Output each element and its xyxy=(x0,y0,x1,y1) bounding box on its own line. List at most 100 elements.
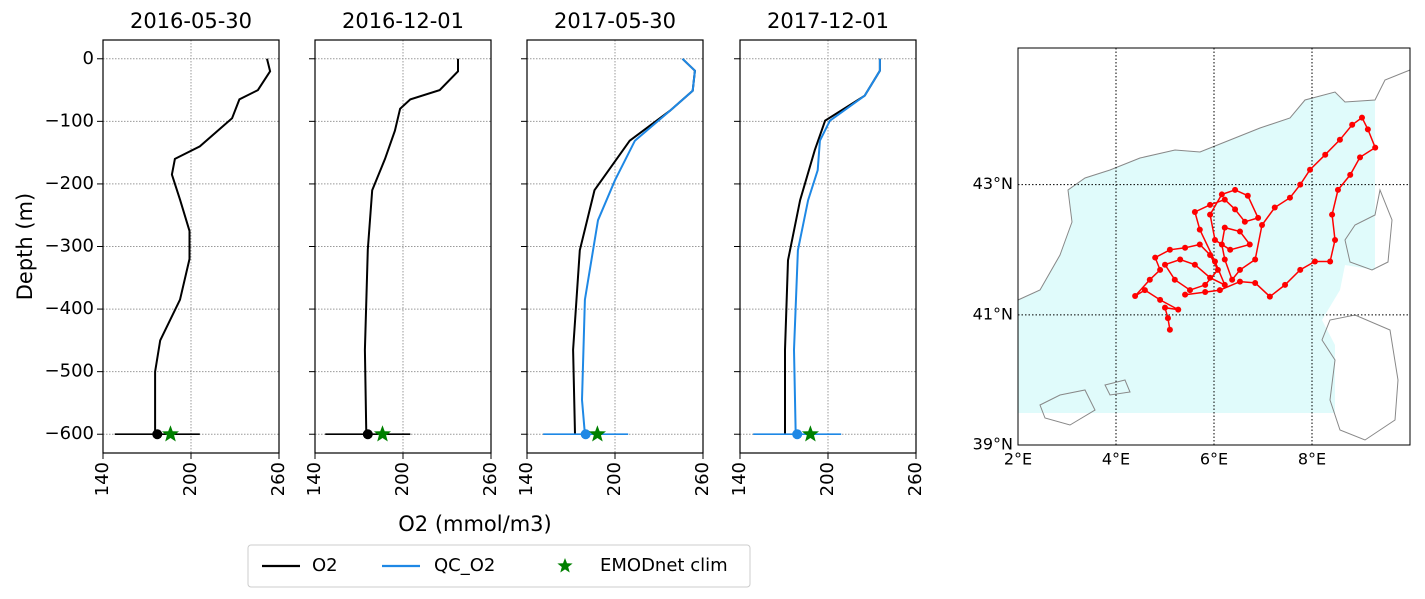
legend-swatch xyxy=(557,558,573,573)
legend-label: O2 xyxy=(312,555,338,576)
panel-title: 2017-12-01 xyxy=(767,9,889,33)
track-point xyxy=(1266,293,1273,300)
profile-line xyxy=(580,58,696,435)
track-point xyxy=(1297,266,1304,273)
plot-frame xyxy=(314,39,492,454)
plot-frame xyxy=(526,39,704,454)
legend: O2 QC_O2 EMODnet clim xyxy=(247,544,751,588)
track-point xyxy=(1307,166,1314,173)
x-tick-label: 2°E xyxy=(1004,450,1032,469)
track-point xyxy=(1221,196,1228,203)
x-tick-label: 4°E xyxy=(1102,450,1130,469)
y-tick-label: 41°N xyxy=(973,304,1013,323)
track-point xyxy=(1244,192,1251,199)
track-point xyxy=(1358,114,1365,121)
x-tick-label: 200 xyxy=(817,462,838,496)
track-point xyxy=(1211,236,1218,243)
track-point xyxy=(1252,279,1259,286)
track-point xyxy=(1236,266,1243,273)
track-point xyxy=(1166,326,1173,333)
track-point xyxy=(1336,136,1343,143)
track-point xyxy=(1218,241,1225,248)
track-point xyxy=(1229,276,1236,283)
track-point xyxy=(1332,236,1339,243)
track-point xyxy=(1191,261,1198,268)
track-point xyxy=(1157,296,1164,303)
track-point xyxy=(1221,224,1228,231)
track-point xyxy=(1207,201,1214,208)
track-point xyxy=(1271,204,1278,211)
track-point xyxy=(1202,289,1209,296)
clim-star xyxy=(801,425,819,442)
clim-star xyxy=(161,425,179,442)
track-point xyxy=(1146,276,1153,283)
track-point xyxy=(1347,171,1354,178)
y-tick-label: −400 xyxy=(45,298,94,319)
track-point xyxy=(1255,214,1262,221)
track-point xyxy=(1196,241,1203,248)
panel-title: 2017-05-30 xyxy=(554,9,676,33)
profile-line xyxy=(154,58,272,435)
x-tick-label: 200 xyxy=(180,462,201,496)
track-point xyxy=(1202,281,1209,288)
profile-line xyxy=(792,58,881,435)
y-tick-label: −200 xyxy=(45,173,94,194)
track-point xyxy=(1162,261,1168,268)
track-point xyxy=(1132,292,1139,299)
profile-end-point xyxy=(580,429,591,440)
legend-label: EMODnet clim xyxy=(600,555,728,576)
clim-star xyxy=(588,425,606,442)
track-point xyxy=(1334,186,1341,193)
track-point xyxy=(1207,274,1214,281)
track-point xyxy=(1221,281,1228,288)
x-tick-label: 140 xyxy=(304,462,325,496)
track-point xyxy=(1157,266,1164,273)
x-tick-label: 200 xyxy=(392,462,413,496)
track-point xyxy=(1177,256,1184,263)
track-point xyxy=(1311,258,1318,265)
track-point xyxy=(1182,244,1189,251)
track-point xyxy=(1282,281,1289,288)
track-point xyxy=(1207,211,1214,218)
track-point xyxy=(1364,126,1371,133)
track-point xyxy=(1232,186,1239,193)
track-point xyxy=(1211,258,1218,265)
x-tick-label: 260 xyxy=(268,462,289,496)
y-tick-label: −100 xyxy=(45,110,94,131)
x-tick-label: 260 xyxy=(692,462,713,496)
track-point xyxy=(1327,258,1334,265)
track-point xyxy=(1191,209,1198,216)
plot-frame xyxy=(102,39,280,454)
x-tick-label: 200 xyxy=(604,462,625,496)
y-tick-label: 0 xyxy=(83,48,94,69)
track-point xyxy=(1252,256,1259,263)
track-point xyxy=(1227,246,1234,253)
x-tick-label: 260 xyxy=(480,462,501,496)
plot-frame xyxy=(739,39,917,454)
x-tick-label: 140 xyxy=(516,462,537,496)
profile-end-point xyxy=(152,429,163,440)
track-point xyxy=(1241,218,1248,225)
map-frame xyxy=(1017,47,1411,446)
track-point xyxy=(1152,254,1159,261)
y-tick-label: −500 xyxy=(45,361,94,382)
legend-label: QC_O2 xyxy=(434,555,495,576)
x-tick-label: 8°E xyxy=(1298,450,1326,469)
track-point xyxy=(1196,226,1203,233)
panel-title: 2016-12-01 xyxy=(342,9,464,33)
track-point xyxy=(1218,191,1225,198)
y-tick-label: −600 xyxy=(45,423,94,444)
track-point xyxy=(1236,228,1243,235)
x-tick-label: 6°E xyxy=(1200,450,1228,469)
track-point xyxy=(1162,304,1168,311)
map-background xyxy=(1017,48,1411,445)
track-point xyxy=(1259,222,1266,229)
track-point xyxy=(1232,206,1239,213)
track-point xyxy=(1182,291,1189,298)
profile-end-point xyxy=(362,429,373,440)
x-axis-label: O2 (mmol/m3) xyxy=(398,512,551,536)
track-point xyxy=(1236,278,1243,285)
track-point xyxy=(1286,194,1293,201)
track-point xyxy=(1329,211,1336,218)
